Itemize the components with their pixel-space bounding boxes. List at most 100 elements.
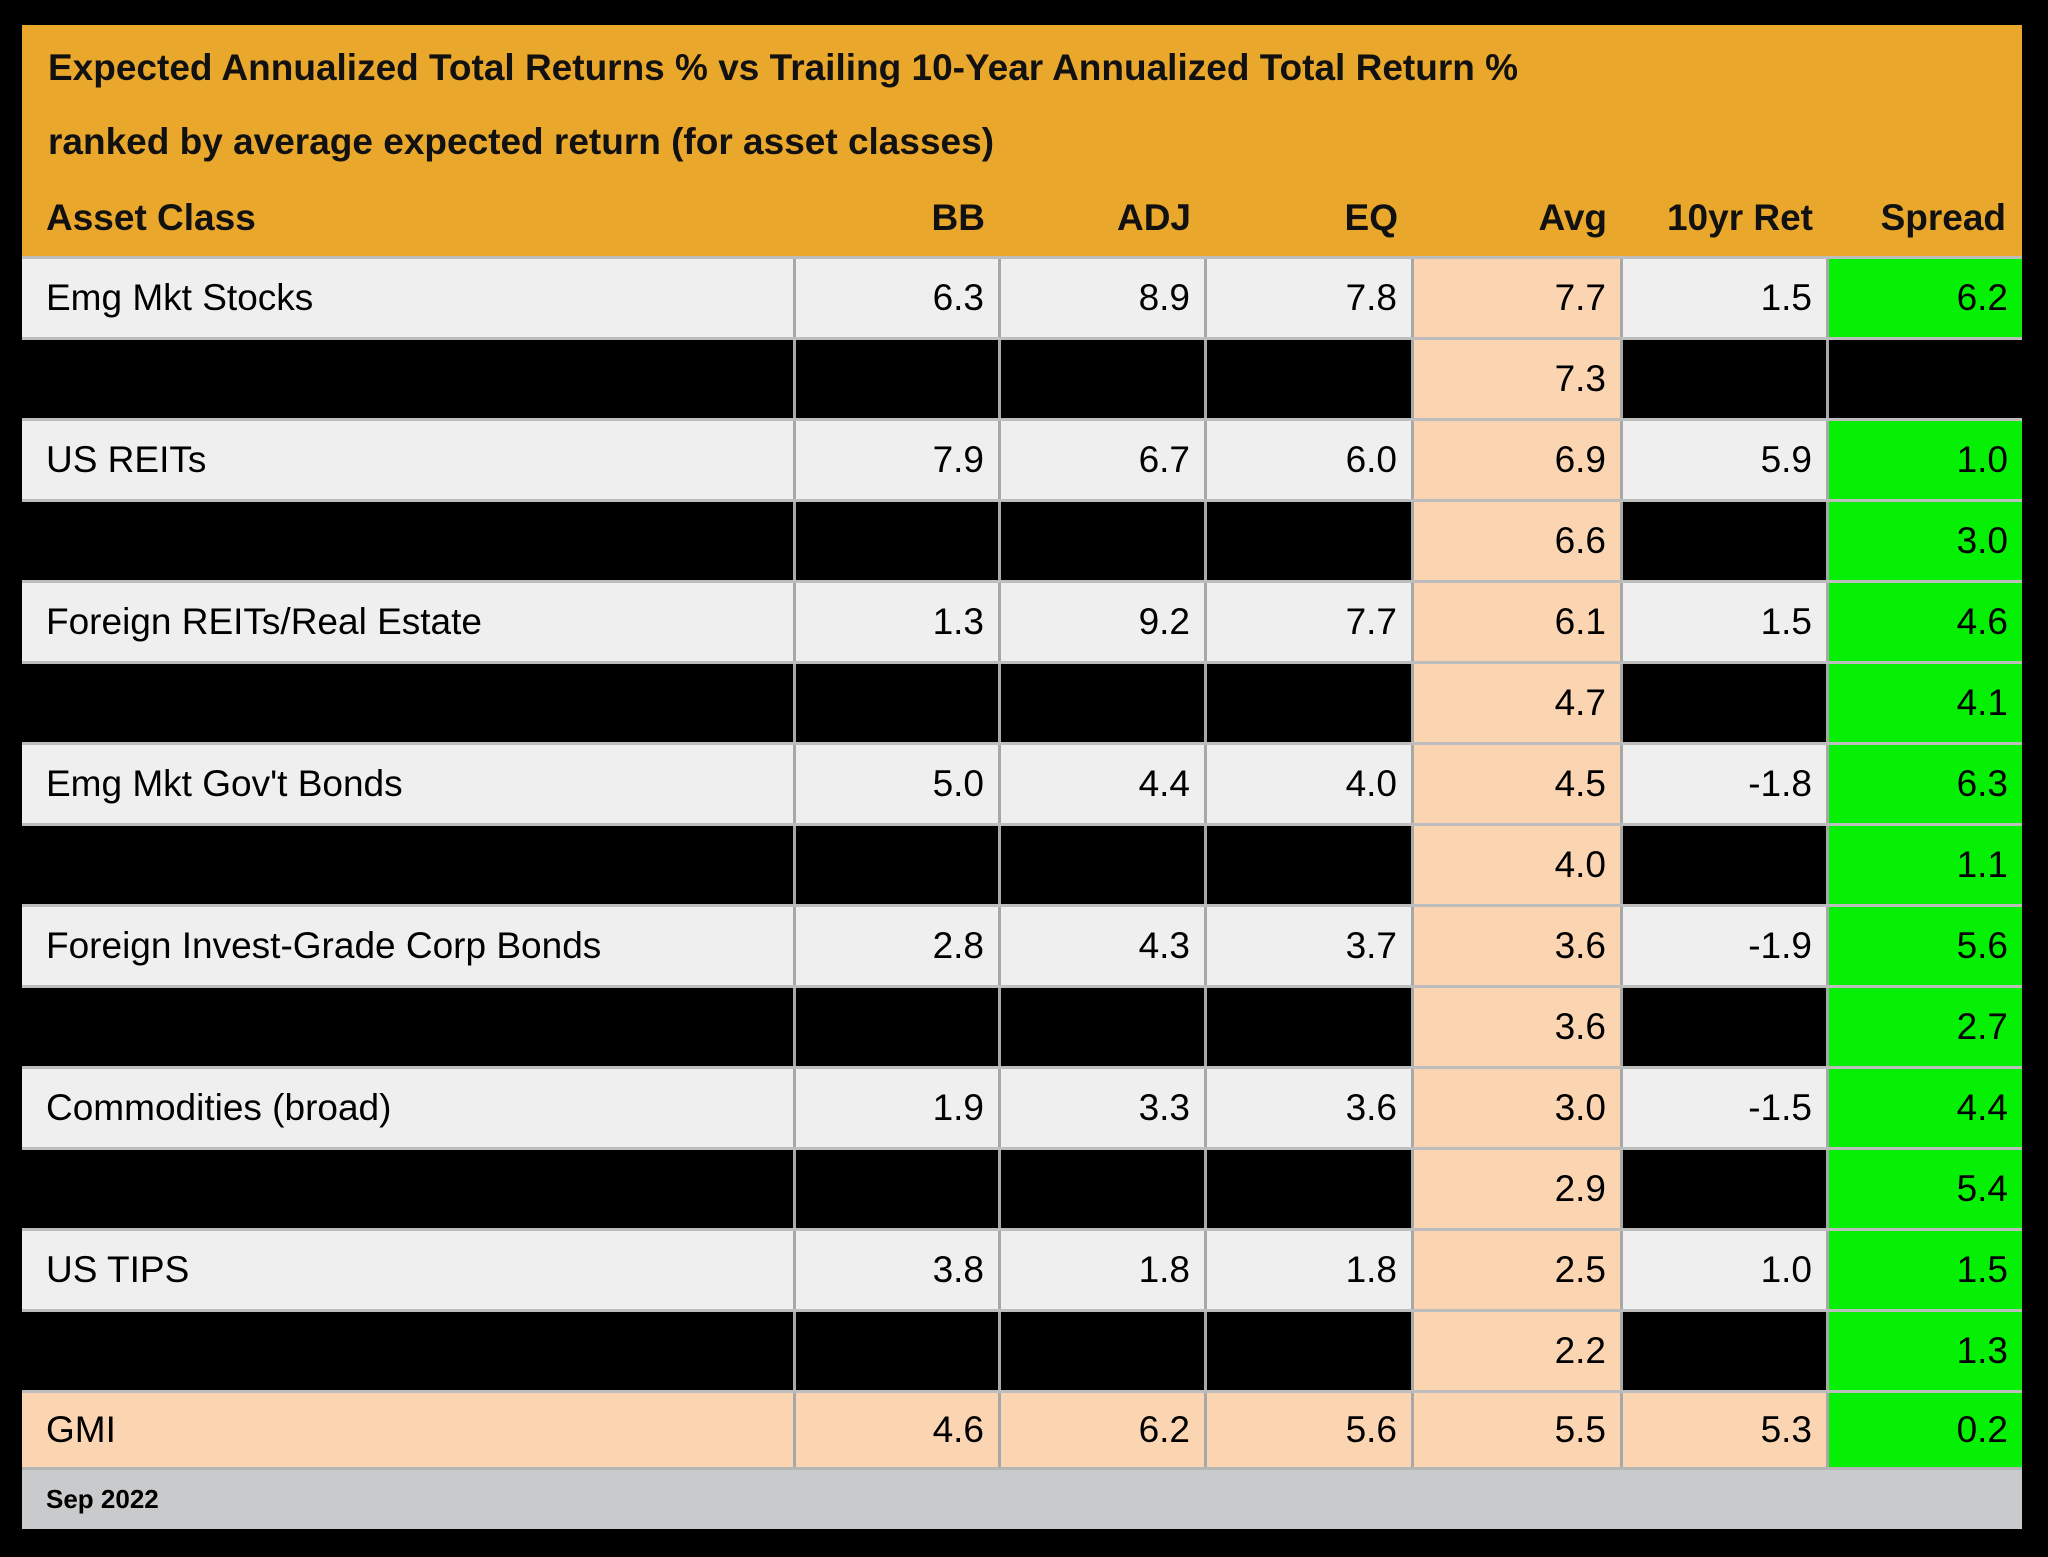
column-header-avg: Avg [1538,197,1607,238]
bb-cell [796,988,1001,1066]
avg-cell: 6.6 [1414,502,1623,580]
spread-cell: 1.3 [1829,1312,2022,1390]
column-header-adj: ADJ [1116,197,1191,238]
table-footer: Sep 2022 [22,1467,2022,1529]
table-row: 2.2 1.3 [22,1309,2022,1390]
table-row: 3.6 2.7 [22,985,2022,1066]
eq-cell: 5.6 [1207,1393,1414,1467]
bb-cell: 5.0 [796,745,1001,823]
10yr-ret-cell [1623,502,1829,580]
avg-cell: 4.5 [1414,745,1623,823]
avg-cell: 2.2 [1414,1312,1623,1390]
eq-cell [1207,1150,1414,1228]
asset-class-cell [22,340,796,418]
asset-class-cell [22,664,796,742]
spread-cell: 4.1 [1829,664,2022,742]
spread-cell: 1.0 [1829,421,2022,499]
adj-cell: 8.9 [1001,259,1207,337]
bb-cell: 1.9 [796,1069,1001,1147]
spread-cell: 6.2 [1829,259,2022,337]
10yr-ret-cell: 1.0 [1623,1231,1829,1309]
date-label: Sep 2022 [46,1484,159,1514]
column-header-asset-class: Asset Class [46,197,256,238]
adj-cell: 6.2 [1001,1393,1207,1467]
adj-cell: 9.2 [1001,583,1207,661]
bb-cell: 6.3 [796,259,1001,337]
asset-class-cell [22,988,796,1066]
eq-cell: 3.7 [1207,907,1414,985]
bb-cell [796,1312,1001,1390]
table-title-line1: Expected Annualized Total Returns % vs T… [48,47,1519,88]
asset-class-cell: Commodities (broad) [22,1069,796,1147]
bb-cell: 3.8 [796,1231,1001,1309]
asset-class-cell: US TIPS [22,1231,796,1309]
eq-cell: 3.6 [1207,1069,1414,1147]
table-row: Foreign REITs/Real Estate 1.3 9.2 7.7 6.… [22,580,2022,661]
avg-cell: 4.7 [1414,664,1623,742]
eq-cell [1207,1312,1414,1390]
avg-cell: 6.1 [1414,583,1623,661]
asset-class-cell [22,826,796,904]
avg-cell: 5.5 [1414,1393,1623,1467]
spread-cell: 1.5 [1829,1231,2022,1309]
10yr-ret-cell [1623,664,1829,742]
asset-class-cell: Foreign REITs/Real Estate [22,583,796,661]
eq-cell: 6.0 [1207,421,1414,499]
adj-cell [1001,826,1207,904]
adj-cell: 6.7 [1001,421,1207,499]
10yr-ret-cell [1623,988,1829,1066]
asset-class-cell: GMI [22,1393,796,1467]
avg-cell: 2.9 [1414,1150,1623,1228]
table-row: 6.6 3.0 [22,499,2022,580]
spread-cell: 5.4 [1829,1150,2022,1228]
asset-class-cell: Foreign Invest-Grade Corp Bonds [22,907,796,985]
avg-cell: 4.0 [1414,826,1623,904]
eq-cell [1207,988,1414,1066]
bb-cell: 1.3 [796,583,1001,661]
asset-class-cell: Emg Mkt Stocks [22,259,796,337]
table-row: Emg Mkt Stocks 6.3 8.9 7.8 7.7 1.5 6.2 [22,256,2022,337]
bb-cell: 4.6 [796,1393,1001,1467]
spread-cell: 4.6 [1829,583,2022,661]
10yr-ret-cell [1623,826,1829,904]
spread-cell: 2.7 [1829,988,2022,1066]
table-row: Commodities (broad) 1.9 3.3 3.6 3.0 -1.5… [22,1066,2022,1147]
10yr-ret-cell: -1.8 [1623,745,1829,823]
spread-cell: 6.3 [1829,745,2022,823]
table-row: Emg Mkt Gov't Bonds 5.0 4.4 4.0 4.5 -1.8… [22,742,2022,823]
asset-class-cell [22,502,796,580]
10yr-ret-cell: -1.9 [1623,907,1829,985]
adj-cell: 1.8 [1001,1231,1207,1309]
10yr-ret-cell: -1.5 [1623,1069,1829,1147]
adj-cell [1001,1312,1207,1390]
table-row: 4.0 1.1 [22,823,2022,904]
avg-cell: 3.0 [1414,1069,1623,1147]
spread-cell: 4.4 [1829,1069,2022,1147]
adj-cell: 3.3 [1001,1069,1207,1147]
eq-cell [1207,502,1414,580]
spread-cell [1829,340,2022,418]
10yr-ret-cell [1623,1312,1829,1390]
asset-class-cell [22,1312,796,1390]
asset-class-cell: US REITs [22,421,796,499]
10yr-ret-cell: 1.5 [1623,583,1829,661]
spread-cell: 0.2 [1829,1393,2022,1467]
eq-cell [1207,826,1414,904]
adj-cell: 4.4 [1001,745,1207,823]
asset-class-cell [22,1150,796,1228]
spread-cell: 1.1 [1829,826,2022,904]
adj-cell [1001,988,1207,1066]
10yr-ret-cell: 5.9 [1623,421,1829,499]
adj-cell [1001,1150,1207,1228]
table-row: 2.9 5.4 [22,1147,2022,1228]
adj-cell [1001,502,1207,580]
column-header-spread: Spread [1880,197,2006,238]
avg-cell: 6.9 [1414,421,1623,499]
table-row: 7.3 [22,337,2022,418]
table-title-line2: ranked by average expected return (for a… [48,121,995,162]
spread-cell: 3.0 [1829,502,2022,580]
eq-cell [1207,664,1414,742]
10yr-ret-cell: 1.5 [1623,259,1829,337]
column-header-row: Asset Class BB ADJ EQ Avg 10yr Ret Sprea… [22,186,2022,256]
bb-cell [796,1150,1001,1228]
